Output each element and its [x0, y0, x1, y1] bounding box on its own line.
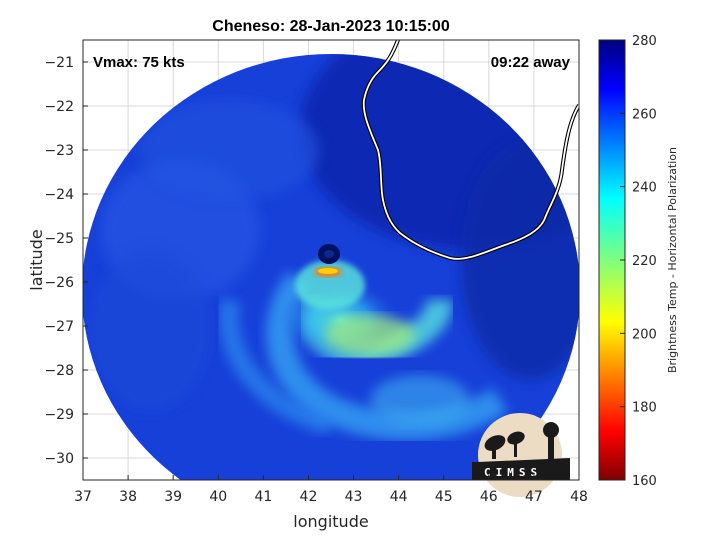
time-away-label: 09:22 away — [491, 54, 571, 71]
y-tick-label: −23 — [44, 143, 74, 159]
vmax-label: Vmax: 75 kts — [93, 54, 185, 71]
x-axis-label: longitude — [293, 512, 368, 531]
x-tick-label: 47 — [525, 489, 543, 505]
x-tick-label: 44 — [390, 489, 408, 505]
logo-text: CIMSS — [484, 466, 542, 479]
x-tick-label: 45 — [435, 489, 453, 505]
colorbar-tick-label: 240 — [632, 181, 657, 196]
y-tick-label: −25 — [44, 231, 74, 247]
colorbar-tick-label: 160 — [632, 474, 657, 489]
y-tick-label: −30 — [44, 451, 74, 467]
x-tick-label: 39 — [164, 489, 182, 505]
x-tick-label: 37 — [74, 489, 92, 505]
x-tick-label: 48 — [570, 489, 588, 505]
x-tick-label: 40 — [209, 489, 227, 505]
x-axis: 37 38 39 40 41 42 43 44 45 46 47 48 — [74, 475, 588, 505]
x-tick-label: 46 — [480, 489, 498, 505]
x-tick-label: 41 — [254, 489, 272, 505]
axes-frame — [82, 39, 580, 481]
y-tick-label: −24 — [44, 187, 74, 203]
colorbar-tick-label: 220 — [632, 254, 657, 269]
colorbar-tick-label: 280 — [632, 34, 657, 49]
x-tick-label: 38 — [119, 489, 137, 505]
y-tick-label: −28 — [44, 363, 74, 379]
y-axis: −21 −22 −23 −24 −25 −26 −27 −28 −29 −30 — [44, 55, 88, 467]
colorbar-tick-label: 200 — [632, 327, 657, 342]
colorbar-ticks: 160 180 200 220 240 260 280 — [620, 34, 657, 489]
colorbar-label: Brightness Temp - Horizontal Polarizatio… — [666, 147, 679, 373]
y-tick-label: −29 — [44, 407, 74, 423]
colorbar-tick-label: 180 — [632, 401, 657, 416]
x-tick-label: 42 — [300, 489, 318, 505]
x-tick-label: 43 — [345, 489, 363, 505]
cimss-logo: CIMSS — [472, 413, 570, 497]
y-tick-label: −26 — [44, 275, 74, 291]
y-tick-label: −22 — [44, 99, 74, 115]
chart-title: Cheneso: 28-Jan-2023 10:15:00 — [212, 18, 450, 35]
y-axis-label: latitude — [27, 229, 46, 290]
colorbar-tick-label: 260 — [632, 107, 657, 122]
y-tick-label: −21 — [44, 55, 74, 71]
y-tick-label: −27 — [44, 319, 74, 335]
